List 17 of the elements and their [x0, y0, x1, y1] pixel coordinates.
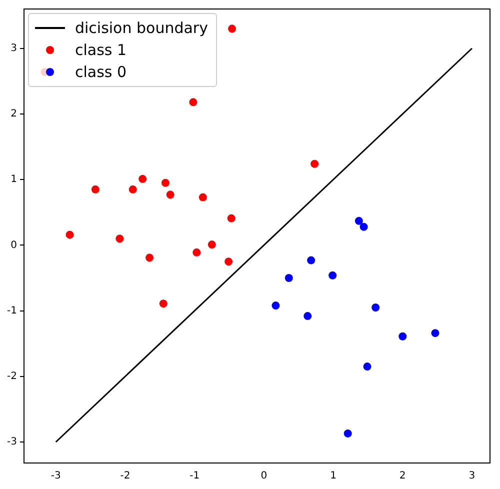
x-tick-label: -3 — [50, 470, 61, 482]
legend-label: dicision boundary — [74, 19, 208, 37]
y-tick-label: 0 — [10, 240, 17, 251]
x-tick-label: 3 — [468, 470, 476, 482]
x-tick-label: 1 — [330, 470, 336, 482]
x-tick-label: 0 — [260, 470, 268, 482]
legend-label: class 1 — [74, 41, 127, 59]
x-tick-label: -1 — [190, 470, 200, 482]
legend-label: class 0 — [74, 63, 127, 81]
y-tick-label: -3 — [6, 436, 17, 448]
y-tick-label: -2 — [6, 370, 17, 382]
x-tick-label: 2 — [399, 470, 406, 482]
y-tick-label: 1 — [10, 174, 17, 186]
y-tick-label: -1 — [6, 305, 17, 316]
y-tick-label: 3 — [10, 42, 17, 54]
x-tick-label: -2 — [120, 470, 130, 482]
y-tick-label: 2 — [10, 108, 17, 120]
